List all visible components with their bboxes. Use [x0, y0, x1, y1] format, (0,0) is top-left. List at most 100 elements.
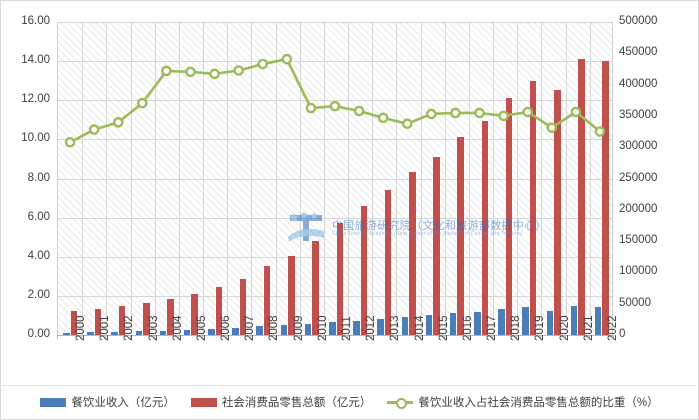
x-axis-line	[57, 335, 614, 336]
x-axis-tickmark	[178, 335, 179, 339]
left-axis-tick-label: 2.00	[27, 288, 50, 301]
right-axis-tick-label: 400000	[619, 77, 658, 90]
left-axis-tick-label: 6.00	[27, 210, 50, 223]
gridline-horizontal	[58, 61, 612, 62]
legend-item[interactable]: 餐饮业收入（亿元）	[40, 394, 175, 410]
gridline-vertical	[106, 22, 107, 335]
gridline-vertical	[590, 22, 591, 335]
bar	[505, 97, 513, 335]
bar	[522, 307, 529, 335]
line-marker	[401, 118, 413, 130]
right-axis-tick-label: 200000	[619, 202, 658, 215]
bar	[360, 205, 368, 335]
gridline-vertical	[396, 22, 397, 335]
x-axis-tickmark	[589, 335, 590, 339]
gridline-vertical	[300, 22, 301, 335]
x-axis-tick-label: 2016	[461, 315, 474, 341]
bar	[384, 189, 392, 335]
x-axis-tickmark	[492, 335, 493, 339]
right-axis-tick-label: 500000	[619, 15, 658, 27]
x-axis-tickmark	[105, 335, 106, 339]
legend-item[interactable]: 社会消费品零售总额（亿元）	[190, 394, 371, 410]
x-axis-tick-label: 2021	[582, 315, 595, 341]
gridline-vertical	[82, 22, 83, 335]
legend-color-swatch	[190, 397, 217, 407]
bar	[239, 278, 247, 335]
bar	[183, 329, 191, 335]
gridline-vertical	[445, 22, 446, 335]
gridline-horizontal	[58, 139, 612, 140]
right-axis-tick-label: 450000	[619, 46, 658, 59]
line-marker	[353, 105, 365, 117]
x-axis-tickmark	[444, 335, 445, 339]
bar	[232, 327, 239, 335]
bar	[208, 328, 215, 335]
left-axis-tick-label: 8.00	[27, 171, 50, 184]
gridline-vertical	[421, 22, 422, 335]
bar	[481, 121, 489, 335]
legend-label: 餐饮业收入（亿元）	[71, 397, 175, 409]
x-axis-tick-label: 2014	[413, 315, 426, 341]
bar	[118, 306, 126, 335]
bar	[425, 315, 433, 335]
gridline-vertical	[251, 22, 252, 335]
bar	[401, 317, 409, 335]
line-marker	[426, 108, 437, 120]
x-axis-tick-label: 2007	[244, 315, 257, 341]
bar	[143, 302, 150, 335]
x-axis-tick-label: 2010	[316, 315, 329, 341]
gridline-vertical	[541, 22, 542, 335]
bar	[167, 298, 174, 335]
line-marker	[88, 124, 100, 135]
bar	[94, 308, 102, 335]
bar	[280, 324, 288, 335]
bar	[135, 331, 143, 335]
x-axis-tick-label: 2020	[558, 315, 571, 341]
x-axis-tickmark	[420, 335, 421, 339]
bar	[191, 293, 198, 335]
line-marker	[185, 66, 196, 78]
right-axis-tick-label: 100000	[619, 265, 658, 278]
x-axis-tickmark	[516, 335, 517, 339]
bar	[63, 332, 70, 335]
right-axis-tick-label: 150000	[619, 234, 658, 247]
bar	[87, 332, 94, 335]
x-axis-tickmark	[613, 335, 614, 339]
x-axis-tickmark	[250, 335, 251, 339]
x-axis-tick-label: 2019	[534, 315, 547, 341]
x-axis-tickmark	[275, 335, 276, 339]
bar	[474, 311, 481, 335]
gridline-vertical	[493, 22, 494, 335]
left-axis-tick-label: 16.00	[21, 15, 50, 27]
bar	[288, 255, 295, 335]
legend-item[interactable]: 餐饮业收入占社会消费品零售总额的比重（%）	[387, 394, 659, 410]
x-axis-tick-label: 2018	[510, 315, 523, 341]
bar	[304, 323, 312, 335]
gridline-vertical	[179, 22, 180, 335]
bar	[409, 171, 416, 335]
gridline-horizontal	[58, 179, 612, 180]
ratio-line	[68, 57, 602, 144]
gridline-horizontal	[58, 257, 612, 258]
line-marker	[546, 122, 558, 133]
x-axis-tick-label: 2005	[195, 315, 208, 341]
bar	[329, 322, 336, 335]
x-axis-tick-label: 2013	[389, 315, 402, 341]
line-marker	[137, 97, 148, 109]
x-axis-tick-label: 2000	[75, 315, 88, 341]
line-marker	[305, 102, 317, 114]
x-axis-tickmark	[202, 335, 203, 339]
line-marker	[64, 137, 76, 148]
line-marker	[257, 58, 269, 70]
line-marker	[474, 107, 485, 119]
x-axis-tickmark	[154, 335, 155, 339]
gridline-vertical	[566, 22, 567, 335]
left-axis-tick-label: 14.00	[21, 54, 50, 67]
right-axis-tick-label: 350000	[619, 108, 658, 121]
left-axis-tick-label: 12.00	[21, 93, 50, 106]
x-axis-tick-label: 2003	[147, 315, 160, 341]
bar	[578, 59, 585, 335]
line-marker	[450, 107, 461, 119]
bar	[263, 266, 271, 335]
line-marker	[209, 68, 220, 80]
